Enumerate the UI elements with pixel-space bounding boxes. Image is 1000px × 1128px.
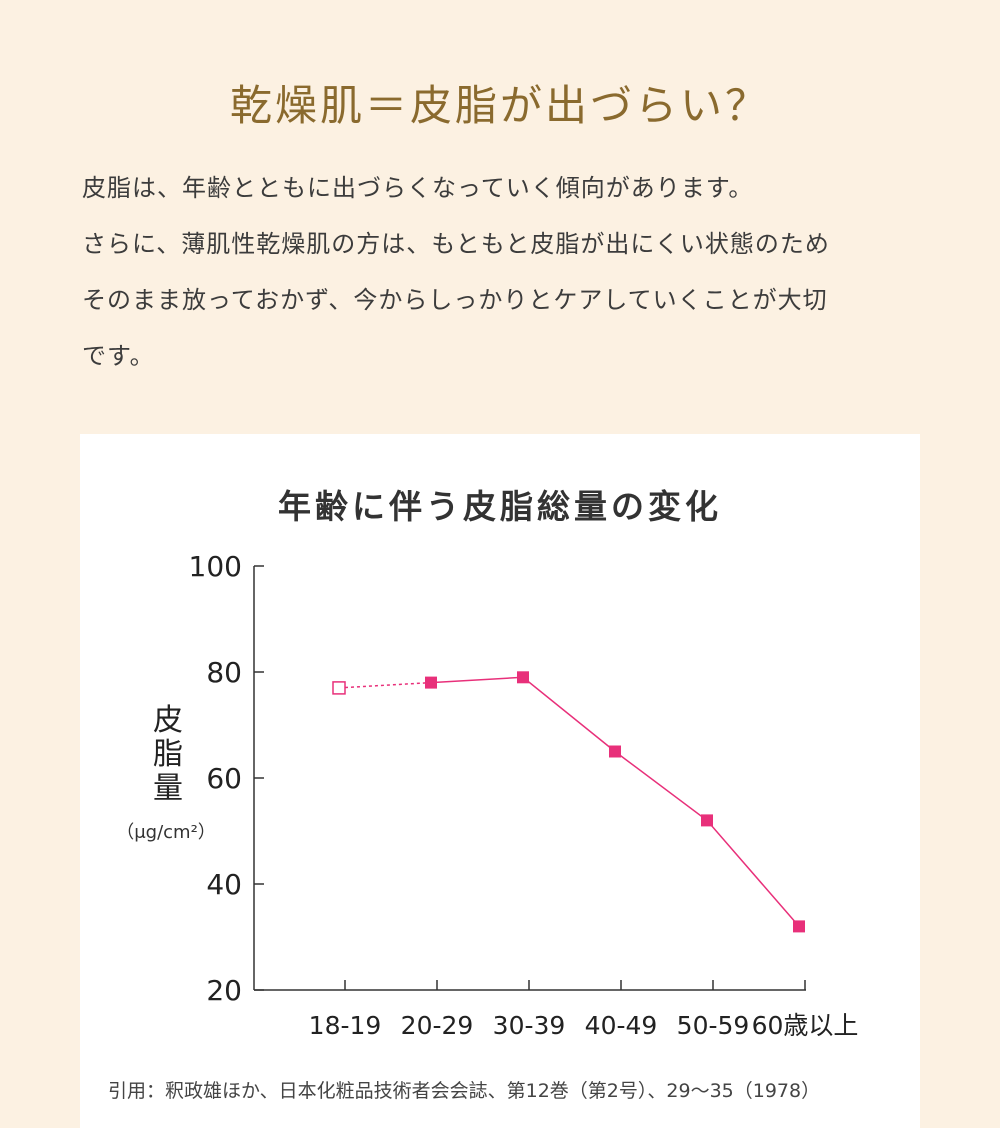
y-tick-label: 20 — [206, 974, 242, 1007]
x-tick-label: 20-29 — [401, 1011, 474, 1040]
data-point — [609, 745, 621, 758]
sebum-line-chart: 20 40 60 80 100 18-19 20-29 30-39 40-49 50-59 60歳以… — [116, 550, 859, 1040]
x-tick-label: 50-59 — [677, 1011, 750, 1040]
intro-line: です。 — [82, 342, 155, 370]
y-tick-label: 100 — [189, 550, 242, 583]
series-line — [430, 676, 800, 927]
x-tick-label: 18-19 — [309, 1011, 382, 1040]
data-point — [425, 676, 437, 689]
series-dotted-segment — [338, 681, 432, 689]
data-point-hollow — [332, 681, 346, 695]
x-tick-label: 40-49 — [585, 1011, 658, 1040]
chart-card: 年齢に伴う皮脂総量の変化 20 40 60 80 100 18-19 20-29 30-39 4… — [80, 434, 920, 1128]
citation: 引用：釈政雄ほか、日本化粧品技術者会会誌、第12巻（第2号）、29〜35（197… — [108, 1080, 821, 1102]
y-axis-label-char: 脂 — [153, 737, 183, 772]
intro-text: 皮脂は、年齢とともに出づらくなっていく傾向があります。 さらに、薄肌性乾燥肌の方… — [82, 160, 932, 384]
intro-line: さらに、薄肌性乾燥肌の方は、もともと皮脂が出にくい状態のため — [82, 230, 830, 258]
y-axis-unit: （μg/cm²） — [116, 822, 216, 843]
intro-line: 皮脂は、年齢とともに出づらくなっていく傾向があります。 — [82, 174, 754, 202]
data-point — [701, 814, 713, 827]
y-axis-label-char: 量 — [153, 771, 183, 806]
y-tick-label: 80 — [206, 656, 242, 689]
y-tick-label: 60 — [206, 762, 242, 795]
data-point — [793, 920, 805, 933]
x-tick-label: 30-39 — [493, 1011, 566, 1040]
x-tick-label: 60歳以上 — [752, 1011, 859, 1040]
y-axis-label-char: 皮 — [153, 703, 183, 738]
y-tick-label: 40 — [206, 868, 242, 901]
page-heading: 乾燥肌＝皮脂が出づらい？ — [229, 81, 770, 130]
chart-title: 年齢に伴う皮脂総量の変化 — [278, 487, 722, 526]
data-point — [517, 671, 529, 684]
intro-line: そのまま放っておかず、今からしっかりとケアしていくことが大切 — [82, 286, 828, 314]
